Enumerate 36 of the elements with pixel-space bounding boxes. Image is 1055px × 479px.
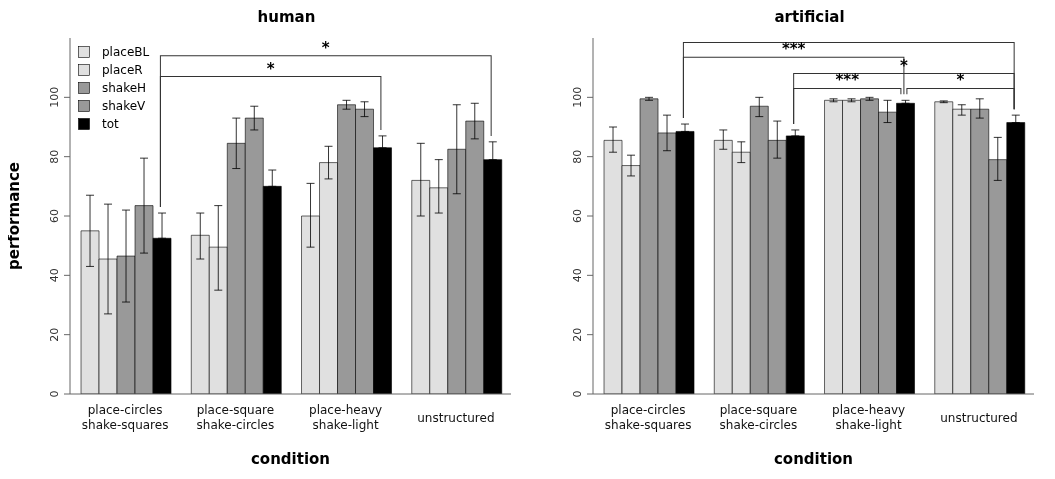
- x-tick-label: place-circles shake-squares: [604, 403, 692, 432]
- y-tick-label: 80: [48, 149, 61, 164]
- legend-label: placeBL: [102, 45, 150, 59]
- legend-label: shakeH: [102, 81, 147, 95]
- y-tick-label: 20: [48, 327, 61, 342]
- annotation: ***: [781, 40, 806, 59]
- x-tick-label: place-square shake-circles: [196, 403, 275, 432]
- x-tick-label: unstructured: [417, 411, 495, 425]
- legend-label: placeR: [102, 63, 143, 77]
- y-tick-label: 80: [571, 149, 584, 164]
- chart-title: artificial: [773, 8, 846, 28]
- y-axis-title: performance: [5, 161, 24, 271]
- y-tick-label: 100: [571, 86, 584, 108]
- annotation: *: [956, 71, 965, 90]
- legend-label: shakeV: [102, 99, 146, 113]
- y-tick-label: 40: [48, 268, 61, 283]
- y-tick-label: 60: [48, 209, 61, 223]
- y-tick-label: 60: [571, 209, 584, 223]
- x-tick-label: place-heavy shake-light: [832, 403, 906, 432]
- legend-label: tot: [102, 117, 119, 131]
- x-tick-label: place-circles shake-squares: [81, 403, 169, 432]
- y-tick-label: 0: [571, 390, 584, 398]
- annotation: *: [321, 38, 330, 57]
- x-tick-label: place-square shake-circles: [719, 403, 798, 432]
- annotation: *: [899, 56, 908, 75]
- y-tick-label: 0: [48, 390, 61, 398]
- x-tick-label: unstructured: [940, 411, 1018, 425]
- y-tick-label: 40: [571, 268, 584, 283]
- x-axis-title: condition: [773, 450, 854, 468]
- x-tick-label: place-heavy shake-light: [309, 403, 383, 432]
- annotation: *: [266, 59, 275, 78]
- chart-title: human: [256, 8, 317, 28]
- x-axis-title: condition: [250, 450, 331, 468]
- y-tick-label: 20: [571, 327, 584, 342]
- y-tick-label: 100: [48, 86, 61, 108]
- annotation: ***: [835, 71, 860, 90]
